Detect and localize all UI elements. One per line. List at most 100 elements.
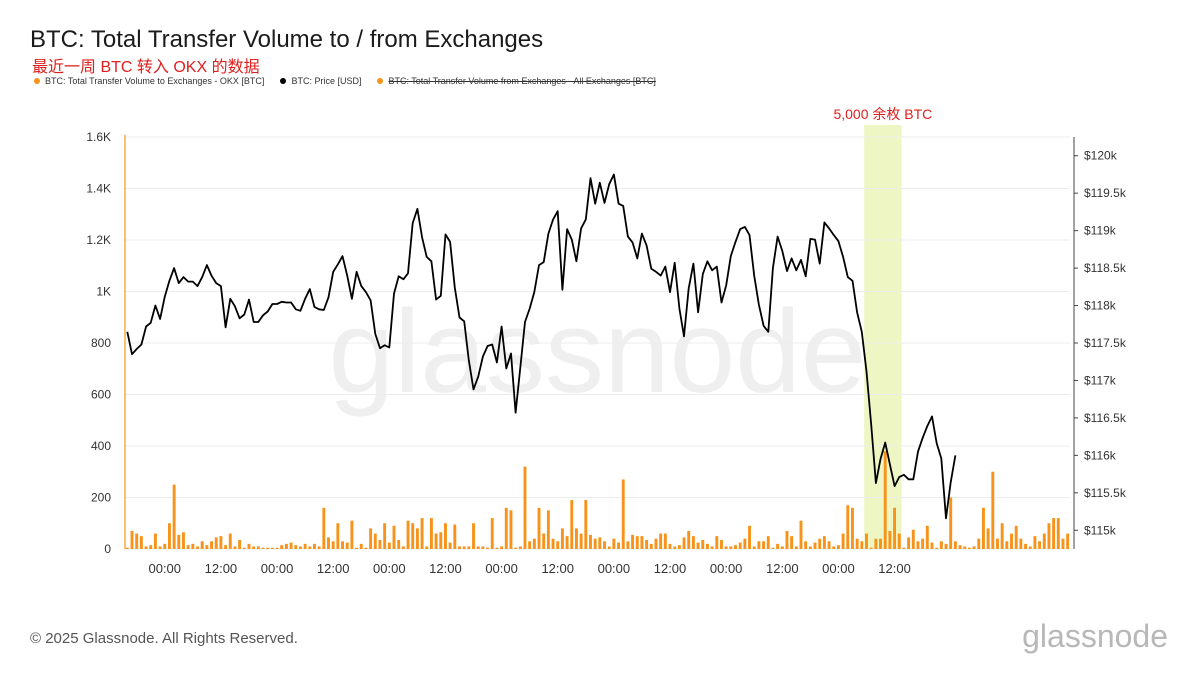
volume-bar: [865, 533, 868, 549]
volume-bar: [551, 538, 555, 549]
volume-bar: [556, 541, 560, 549]
volume-bar: [780, 546, 784, 549]
volume-bar: [673, 546, 677, 549]
volume-bar: [523, 466, 527, 549]
volume-bar: [785, 530, 789, 549]
volume-bar: [1052, 518, 1056, 549]
volume-bar: [167, 523, 171, 549]
volume-bar: [715, 536, 719, 549]
volume-bar: [635, 536, 639, 549]
volume-bar: [518, 546, 522, 549]
copyright-text: © 2025 Glassnode. All Rights Reserved.: [30, 630, 298, 647]
y-right-tick-label: $117k: [1084, 373, 1117, 387]
x-tick-label: 00:00: [485, 561, 518, 576]
volume-bar: [953, 541, 957, 549]
volume-bar: [813, 542, 817, 549]
volume-bar: [439, 532, 443, 549]
highlight-band: [864, 125, 902, 549]
y-right-tick-label: $120k: [1084, 149, 1118, 163]
volume-bar: [593, 538, 597, 549]
y-left-tick-label: 800: [91, 336, 111, 350]
x-tick-label: 00:00: [261, 561, 294, 576]
volume-bar: [907, 537, 911, 549]
watermark-text: glassnode: [329, 286, 867, 418]
volume-bar: [836, 545, 840, 549]
volume-bar: [982, 507, 985, 549]
volume-bar: [467, 546, 471, 549]
x-tick-label: 00:00: [373, 561, 406, 576]
volume-bar: [574, 528, 578, 549]
volume-bar: [135, 533, 139, 549]
volume-bar: [986, 528, 990, 549]
volume-bar: [958, 545, 962, 549]
volume-bar: [158, 546, 162, 549]
volume-bar: [242, 547, 246, 549]
y-right-tick-label: $118k: [1084, 299, 1117, 313]
volume-bar: [1005, 541, 1009, 549]
volume-bar: [944, 543, 948, 549]
volume-bar: [196, 546, 199, 549]
volume-bar: [327, 537, 330, 549]
volume-bar: [317, 546, 321, 549]
y-right-tick-label: $116.5k: [1084, 411, 1127, 425]
y-right-tick-label: $117.5k: [1084, 336, 1127, 350]
y-right-tick-label: $119.5k: [1084, 186, 1127, 200]
volume-bar: [289, 542, 293, 549]
volume-bar: [1014, 525, 1018, 549]
volume-bar: [1028, 546, 1032, 549]
legend-item-all-exchanges-outflow[interactable]: BTC: Total Transfer Volume from Exchange…: [377, 76, 656, 86]
volume-bar: [701, 539, 705, 549]
volume-bar: [345, 542, 349, 549]
volume-bar: [668, 543, 672, 549]
volume-bar: [743, 538, 747, 549]
volume-bar: [504, 507, 508, 549]
volume-bar: [490, 518, 494, 549]
volume-bar: [219, 536, 223, 549]
chart-title: BTC: Total Transfer Volume to / from Exc…: [30, 26, 544, 53]
volume-bar: [537, 507, 541, 549]
x-tick-label: 12:00: [317, 561, 350, 576]
volume-bar: [228, 533, 232, 549]
volume-bar: [495, 547, 499, 549]
volume-bar: [247, 543, 251, 549]
volume-bar: [448, 542, 452, 549]
volume-bar: [603, 541, 606, 549]
volume-bar: [762, 541, 766, 549]
volume-bar: [841, 533, 845, 549]
volume-bar: [186, 545, 190, 549]
volume-bar: [163, 543, 167, 549]
volume-bar: [453, 524, 457, 549]
legend-item-price[interactable]: BTC: Price [USD]: [280, 76, 361, 86]
volume-bar: [663, 533, 667, 549]
volume-bar: [916, 541, 920, 549]
x-tick-label: 00:00: [598, 561, 631, 576]
volume-bar: [172, 484, 176, 549]
volume-bar: [565, 536, 569, 549]
volume-bar: [125, 547, 129, 549]
volume-bar: [748, 525, 751, 549]
volume-bar: [303, 543, 307, 549]
x-tick-label: 12:00: [654, 561, 687, 576]
volume-bar: [364, 547, 368, 549]
volume-bar: [411, 523, 415, 549]
volume-bar: [406, 520, 410, 549]
volume-bar: [925, 525, 929, 549]
volume-bar: [514, 547, 518, 549]
x-tick-label: 12:00: [541, 561, 574, 576]
volume-bar: [888, 530, 892, 549]
volume-bar: [139, 536, 143, 549]
volume-bar: [598, 537, 602, 549]
brand-logo: glassnode: [1022, 618, 1168, 654]
volume-bar: [509, 510, 513, 549]
volume-bar: [458, 546, 461, 549]
volume-bar: [860, 541, 864, 549]
legend-dot-icon: [280, 78, 287, 84]
volume-bar: [654, 538, 658, 549]
volume-bar: [486, 547, 490, 549]
volume-bar: [584, 500, 588, 549]
y-left-tick-label: 600: [91, 388, 111, 402]
volume-bar: [1019, 538, 1023, 549]
volume-bar: [621, 479, 625, 549]
volume-bar: [425, 546, 429, 549]
legend-item-okx-volume[interactable]: BTC: Total Transfer Volume to Exchanges …: [34, 76, 264, 86]
